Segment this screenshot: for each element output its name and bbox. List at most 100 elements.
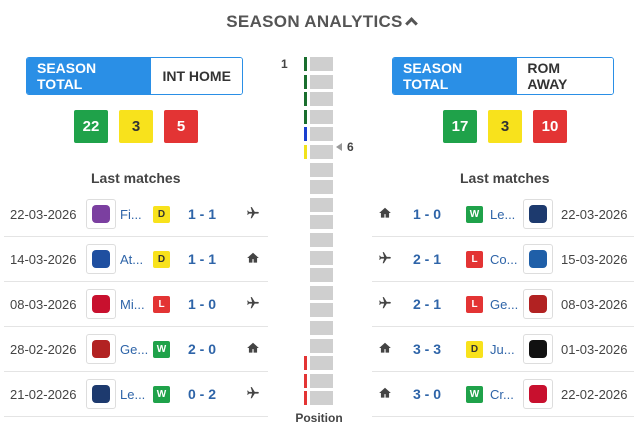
match-score: 2 - 1 [413,296,442,312]
position-caption: Position [295,411,343,425]
match-row[interactable]: 14-03-2026 At... D 1 - 1 [4,237,268,282]
opponent-logo [523,379,553,409]
left-view-toggle: SEASON TOTAL INT HOME [26,57,243,95]
crest-icon [92,250,110,268]
pointer-left-icon [336,143,342,151]
left-home-button[interactable]: INT HOME [151,58,242,94]
match-row[interactable]: 2 - 1 L Co... 15-03-2026 [372,237,634,282]
home-icon [378,341,392,358]
position-segment [310,145,333,159]
crest-icon [92,205,110,223]
position-segment [310,356,333,371]
match-row[interactable]: 22-03-2026 Fi... D 1 - 1 [4,192,268,237]
opponent-logo [86,289,116,319]
match-row[interactable]: 3 - 3 D Ju... 01-03-2026 [372,327,634,372]
position-zone-marker [304,109,307,124]
match-date: 01-03-2026 [561,341,628,357]
right-losses-badge: 10 [533,110,567,143]
match-row[interactable]: 28-02-2026 Ge... W 2 - 0 [4,327,268,372]
opponent-name[interactable]: Co... [490,251,518,267]
match-date: 22-03-2026 [561,206,628,222]
match-date: 22-03-2026 [10,206,77,222]
position-segment [310,215,333,230]
position-segment [310,338,333,353]
match-date: 21-02-2026 [10,386,77,402]
match-score: 1 - 1 [188,206,217,222]
position-zone-marker [304,145,307,159]
opponent-name[interactable]: Le... [120,386,146,402]
result-badge: W [153,340,170,358]
opponent-name[interactable]: Le... [490,206,516,222]
crest-icon [529,205,547,223]
opponent-logo [86,334,116,364]
opponent-logo [523,334,553,364]
plane-icon [378,251,392,268]
opponent-name[interactable]: Ge... [120,341,149,357]
position-segment [310,250,333,265]
match-date: 22-02-2026 [561,386,628,402]
opponent-name[interactable]: Ge... [490,296,519,312]
position-zone-marker [304,373,307,388]
result-badge: D [466,340,483,358]
right-draws-badge: 3 [488,110,522,143]
position-segment [310,391,333,406]
opponent-logo [523,289,553,319]
position-zone-marker [304,57,307,71]
opponent-name[interactable]: Cr... [490,386,514,402]
position-segment [310,109,333,124]
position-current-value: 6 [347,140,354,154]
opponent-logo [86,244,116,274]
right-last-matches-title: Last matches [460,170,550,186]
position-segment [310,74,333,89]
left-stats: 22 3 5 [74,110,198,143]
match-score: 1 - 0 [188,296,217,312]
opponent-name[interactable]: At... [120,251,144,267]
position-zone-marker [304,92,307,107]
left-wins-badge: 22 [74,110,108,143]
position-zone-marker [304,356,307,371]
position-segment [310,127,333,142]
season-analytics-header[interactable]: SEASON ANALYTICS [0,12,642,32]
position-segment [310,233,333,247]
match-score: 1 - 1 [188,251,217,267]
position-segment [310,268,333,283]
position-zone-marker [304,74,307,89]
match-score: 2 - 0 [188,341,217,357]
position-top-label: 1 [281,57,288,71]
opponent-name[interactable]: Mi... [120,296,145,312]
match-row[interactable]: 1 - 0 W Le... 22-03-2026 [372,192,634,237]
opponent-name[interactable]: Ju... [490,341,515,357]
match-row[interactable]: 08-03-2026 Mi... L 1 - 0 [4,282,268,327]
match-row[interactable]: 21-02-2026 Le... W 0 - 2 [4,372,268,417]
home-icon [246,251,260,268]
right-away-button[interactable]: ROM AWAY [517,58,613,94]
right-season-total-button[interactable]: SEASON TOTAL [393,58,518,94]
result-badge: D [153,250,170,268]
home-icon [246,341,260,358]
crest-icon [92,295,110,313]
left-losses-badge: 5 [164,110,198,143]
match-score: 2 - 1 [413,251,442,267]
position-segment [310,197,333,212]
opponent-name[interactable]: Fi... [120,206,142,222]
left-last-matches-title: Last matches [91,170,181,186]
result-badge: L [153,295,170,313]
position-current-label: 6 [336,140,354,154]
match-row[interactable]: 2 - 1 L Ge... 08-03-2026 [372,282,634,327]
position-segment [310,321,333,335]
match-score: 3 - 0 [413,386,442,402]
match-date: 15-03-2026 [561,251,628,267]
match-row[interactable]: 3 - 0 W Cr... 22-02-2026 [372,372,634,417]
match-date: 14-03-2026 [10,251,77,267]
match-date: 08-03-2026 [561,296,628,312]
left-season-total-button[interactable]: SEASON TOTAL [27,58,152,94]
chevron-up-icon [404,17,418,30]
opponent-logo [523,244,553,274]
right-wins-badge: 17 [443,110,477,143]
section-title: SEASON ANALYTICS [226,12,403,31]
plane-icon [378,296,392,313]
match-score: 0 - 2 [188,386,217,402]
plane-icon [246,206,260,223]
match-date: 28-02-2026 [10,341,77,357]
result-badge: W [466,205,483,223]
